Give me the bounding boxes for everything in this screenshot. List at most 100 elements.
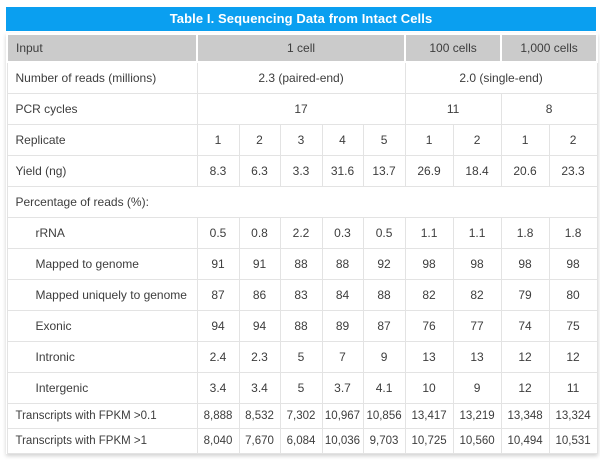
data-cell: 1 cell	[195, 33, 407, 63]
data-cell: 2.2	[279, 216, 323, 249]
data-cell: 2	[452, 123, 502, 156]
row-label: Transcripts with FPKM >1	[6, 427, 198, 454]
data-cell: 8,040	[196, 427, 240, 454]
data-cell: 1	[404, 123, 454, 156]
data-cell: 92	[362, 247, 406, 280]
data-cell: 9	[452, 371, 502, 404]
data-cell: 91	[238, 247, 281, 280]
data-cell: 9	[362, 340, 406, 373]
data-cell: 10,856	[362, 402, 406, 429]
data-cell: 1.8	[548, 216, 598, 249]
sequencing-table: Input 1 cell 100 cells 1,000 cells Number of…	[6, 33, 599, 454]
data-cell: 6.3	[238, 154, 281, 187]
table-row-percentage-of-reads-header: Percentage of reads (%):	[6, 185, 598, 218]
data-cell: 10,967	[321, 402, 364, 429]
data-cell: 5	[362, 123, 406, 156]
data-cell: 1.1	[404, 216, 454, 249]
data-cell: 74	[500, 309, 550, 342]
row-label: Yield (ng)	[6, 154, 198, 187]
data-cell: 5	[279, 340, 323, 373]
data-cell: 11	[548, 371, 598, 404]
row-label: Transcripts with FPKM >0.1	[6, 402, 198, 429]
data-cell: 3.4	[238, 371, 281, 404]
data-cell: 6,084	[279, 427, 323, 454]
data-cell: 82	[452, 278, 502, 311]
data-cell: 1.1	[452, 216, 502, 249]
data-cell: 75	[548, 309, 598, 342]
row-label: Input	[6, 33, 198, 63]
data-cell: 8,532	[238, 402, 281, 429]
data-cell: 77	[452, 309, 502, 342]
data-cell: 10,560	[452, 427, 502, 454]
data-cell: 13,324	[548, 402, 598, 429]
data-cell: 4	[321, 123, 364, 156]
data-cell: 0.5	[362, 216, 406, 249]
data-cell: 4.1	[362, 371, 406, 404]
data-cell: 13,417	[404, 402, 454, 429]
row-label: PCR cycles	[6, 92, 198, 125]
data-cell: 98	[500, 247, 550, 280]
row-label: Replicate	[6, 123, 198, 156]
table-row-transcripts-fpkm-gt-1: Transcripts with FPKM >1 8,040 7,670 6,084 1…	[6, 427, 598, 454]
data-cell: 80	[548, 278, 598, 311]
data-cell: 3	[279, 123, 323, 156]
data-cell: 94	[196, 309, 240, 342]
data-cell: 3.3	[279, 154, 323, 187]
data-cell: 11	[404, 92, 502, 125]
row-label: Number of reads (millions)	[6, 61, 198, 94]
data-cell: 13,219	[452, 402, 502, 429]
row-label: Intergenic	[6, 371, 198, 404]
table-row-mapped-to-genome: Mapped to genome 91 91 88 88 92 98 98 98 98	[6, 247, 598, 280]
row-label: Mapped to genome	[6, 247, 198, 280]
data-cell: 2.3	[238, 340, 281, 373]
data-cell: 98	[548, 247, 598, 280]
table-row-yield-ng: Yield (ng) 8.3 6.3 3.3 31.6 13.7 26.9 18.4 20.6 2…	[6, 154, 598, 187]
data-cell: 26.9	[404, 154, 454, 187]
table-row-rrna: rRNA 0.5 0.8 2.2 0.3 0.5 1.1 1.1 1.8 1.8	[6, 216, 598, 249]
data-cell: 8	[500, 92, 598, 125]
data-cell: 86	[238, 278, 281, 311]
data-cell: 98	[452, 247, 502, 280]
data-cell: 10,494	[500, 427, 550, 454]
table-row-intergenic: Intergenic 3.4 3.4 5 3.7 4.1 10 9 12 11	[6, 371, 598, 404]
data-cell: 20.6	[500, 154, 550, 187]
data-cell: 8.3	[196, 154, 240, 187]
data-cell: 17	[196, 92, 406, 125]
data-cell: 18.4	[452, 154, 502, 187]
table-row-pcr-cycles: PCR cycles 17 11 8	[6, 92, 598, 125]
table-row-intronic: Intronic 2.4 2.3 5 7 9 13 13 12 12	[6, 340, 598, 373]
data-cell: 12	[500, 371, 550, 404]
data-cell: 1	[196, 123, 240, 156]
data-cell: 1.8	[500, 216, 550, 249]
data-cell: 8,888	[196, 402, 240, 429]
data-cell: 10,725	[404, 427, 454, 454]
row-label: Intronic	[6, 340, 198, 373]
data-cell: 23.3	[548, 154, 598, 187]
data-cell: 0.8	[238, 216, 281, 249]
data-cell: 31.6	[321, 154, 364, 187]
data-cell: 3.4	[196, 371, 240, 404]
data-cell: 7	[321, 340, 364, 373]
data-cell: 94	[238, 309, 281, 342]
data-cell: 100 cells	[404, 33, 503, 63]
data-cell: 2	[238, 123, 281, 156]
table-row-exonic: Exonic 94 94 88 89 87 76 77 74 75	[6, 309, 598, 342]
table-title: Table I. Sequencing Data from Intact Cel…	[6, 7, 596, 31]
data-cell: 12	[548, 340, 598, 373]
data-cell: 3.7	[321, 371, 364, 404]
table-row-number-of-reads: Number of reads (millions) 2.3 (paired-en…	[6, 61, 598, 94]
data-cell: 88	[279, 247, 323, 280]
data-cell: 0.3	[321, 216, 364, 249]
data-cell: 91	[196, 247, 240, 280]
data-cell: 88	[362, 278, 406, 311]
data-cell: 7,302	[279, 402, 323, 429]
data-cell: 13,348	[500, 402, 550, 429]
data-cell: 2.4	[196, 340, 240, 373]
row-label: rRNA	[6, 216, 198, 249]
row-label: Percentage of reads (%):	[6, 185, 598, 218]
data-cell: 89	[321, 309, 364, 342]
row-label: Mapped uniquely to genome	[6, 278, 198, 311]
data-cell: 76	[404, 309, 454, 342]
data-cell: 82	[404, 278, 454, 311]
data-cell: 2	[548, 123, 598, 156]
